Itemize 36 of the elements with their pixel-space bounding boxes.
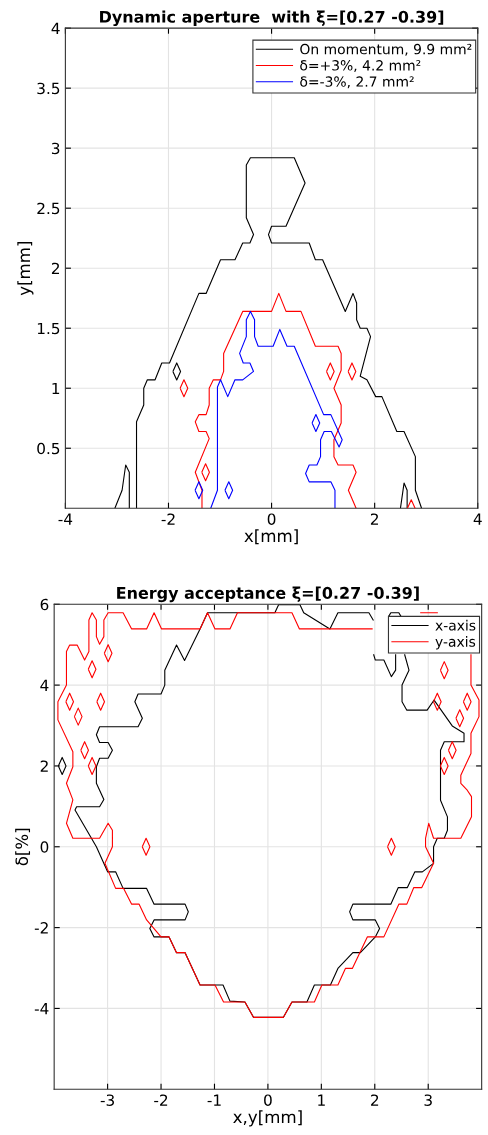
- chart-title: Dynamic aperture with ξ=[0.27 -0.39]: [100, 10, 444, 27]
- legend-label: δ=+3%, 4.2 mm²: [300, 60, 421, 73]
- y-tick-label: 4: [51, 22, 60, 34]
- y-tick-label: 2: [40, 760, 48, 772]
- x-axis-title: x[mm]: [244, 529, 298, 545]
- x-axis-title: x,y[mm]: [233, 1110, 302, 1127]
- y-tick-label: -2: [34, 922, 48, 934]
- x-tick-label: -2: [161, 513, 175, 525]
- y-axis-title: δ[%]: [15, 828, 31, 866]
- y-tick-label: 3.5: [37, 82, 60, 95]
- y-tick-label: 6: [40, 598, 49, 611]
- y-tick-label: 2: [51, 262, 59, 274]
- x-tick-label: -3: [100, 1094, 114, 1106]
- x-tick-label: 1: [318, 1094, 325, 1106]
- y-tick-label: 2.5: [37, 202, 60, 215]
- x-tick-label: 4: [473, 513, 482, 525]
- x-tick-label: 2: [370, 513, 378, 525]
- x-tick-label: -1: [207, 1094, 221, 1106]
- y-tick-label: 1: [52, 382, 60, 395]
- legend-label: On momentum, 9.9 mm²: [300, 43, 472, 56]
- x-tick-label: 2: [371, 1094, 379, 1106]
- y-tick-label: -4: [34, 1003, 49, 1015]
- y-tick-label: 0: [40, 841, 49, 853]
- y-tick-label: 1.5: [37, 322, 60, 335]
- x-tick-label: 3: [424, 1094, 432, 1106]
- chart-title: Energy acceptance ξ=[0.27 -0.39]: [117, 586, 419, 603]
- legend-label: x-axis: [435, 619, 476, 631]
- y-tick-label: 0.5: [37, 442, 60, 455]
- y-tick-label: 4: [40, 679, 49, 691]
- x-tick-label: 0: [264, 1094, 272, 1106]
- x-tick-label: -2: [154, 1094, 168, 1106]
- y-axis-title: y[mm]: [17, 241, 34, 296]
- legend-label: y-axis: [435, 636, 476, 650]
- y-tick-label: 3: [51, 142, 60, 155]
- legend-label: δ=-3%, 2.7 mm²: [300, 76, 414, 89]
- x-tick-label: 0: [267, 513, 276, 525]
